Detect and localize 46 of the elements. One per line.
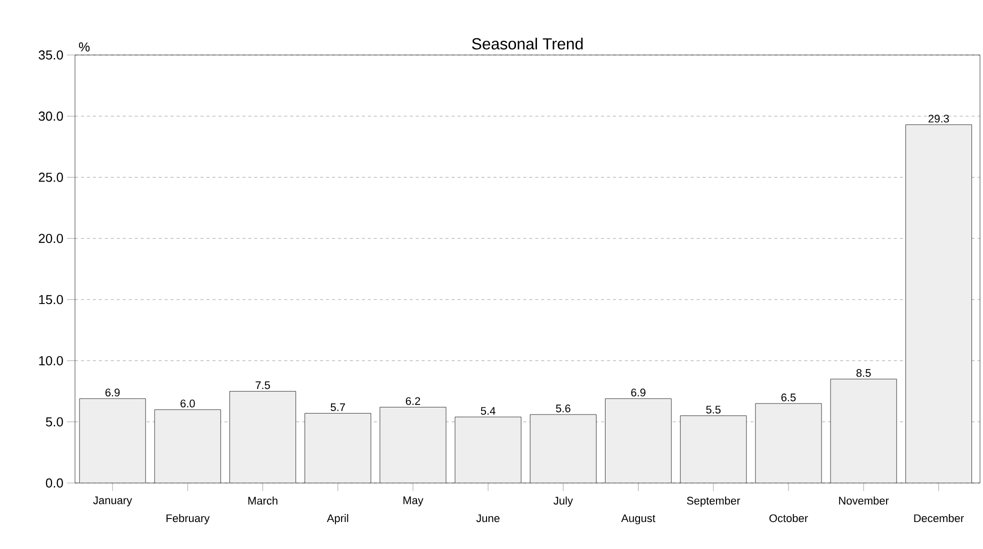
x-tick-label: May	[403, 496, 424, 506]
bar	[755, 403, 822, 483]
data-label: 5.6	[556, 404, 570, 412]
x-tick-label: August	[621, 514, 656, 524]
data-label: 5.7	[330, 403, 345, 412]
x-tick-label: January	[93, 496, 132, 506]
y-tick-label: 15.0	[39, 294, 63, 304]
data-label: 5.5	[706, 406, 721, 414]
bar	[605, 398, 672, 483]
data-label: 7.5	[256, 381, 270, 390]
x-tick-label: February	[166, 514, 210, 524]
x-tick-label: November	[839, 496, 889, 505]
data-label: 29.3	[928, 114, 949, 123]
x-tick-label: October	[769, 514, 808, 522]
x-tick-label: December	[914, 514, 964, 522]
y-tick-label: 25.0	[38, 172, 63, 182]
y-tick-label: 30.0	[38, 112, 63, 121]
y-tick-label: 5.0	[46, 417, 63, 426]
x-tick-label: June	[476, 514, 500, 522]
x-tick-label: July	[554, 496, 573, 507]
data-label: 6.0	[180, 400, 195, 408]
bar	[380, 406, 446, 483]
data-label: 8.5	[856, 369, 871, 377]
bar	[905, 124, 972, 483]
data-label: 6.9	[105, 388, 120, 396]
y-tick-label: 20.0	[38, 234, 63, 244]
y-tick-label: 10.0	[39, 356, 63, 366]
x-tick-label: April	[326, 514, 348, 524]
x-tick-label: March	[248, 496, 278, 505]
chart-title: Seasonal Trend	[472, 38, 583, 50]
y-axis-title: %	[78, 42, 90, 52]
x-tick-label: September	[686, 496, 740, 507]
bar	[79, 398, 146, 483]
y-tick-label: 0.0	[46, 478, 63, 488]
bar	[830, 378, 897, 483]
bar	[154, 409, 221, 483]
data-label: 6.9	[631, 388, 646, 396]
y-tick-label: 35.0	[38, 50, 63, 60]
data-label: 6.5	[781, 394, 796, 402]
bar	[230, 391, 296, 483]
bar	[530, 414, 596, 483]
bar	[304, 413, 372, 483]
bar	[454, 416, 522, 483]
bar	[680, 416, 747, 483]
data-label: 6.2	[406, 397, 420, 405]
data-label: 5.4	[480, 407, 496, 415]
